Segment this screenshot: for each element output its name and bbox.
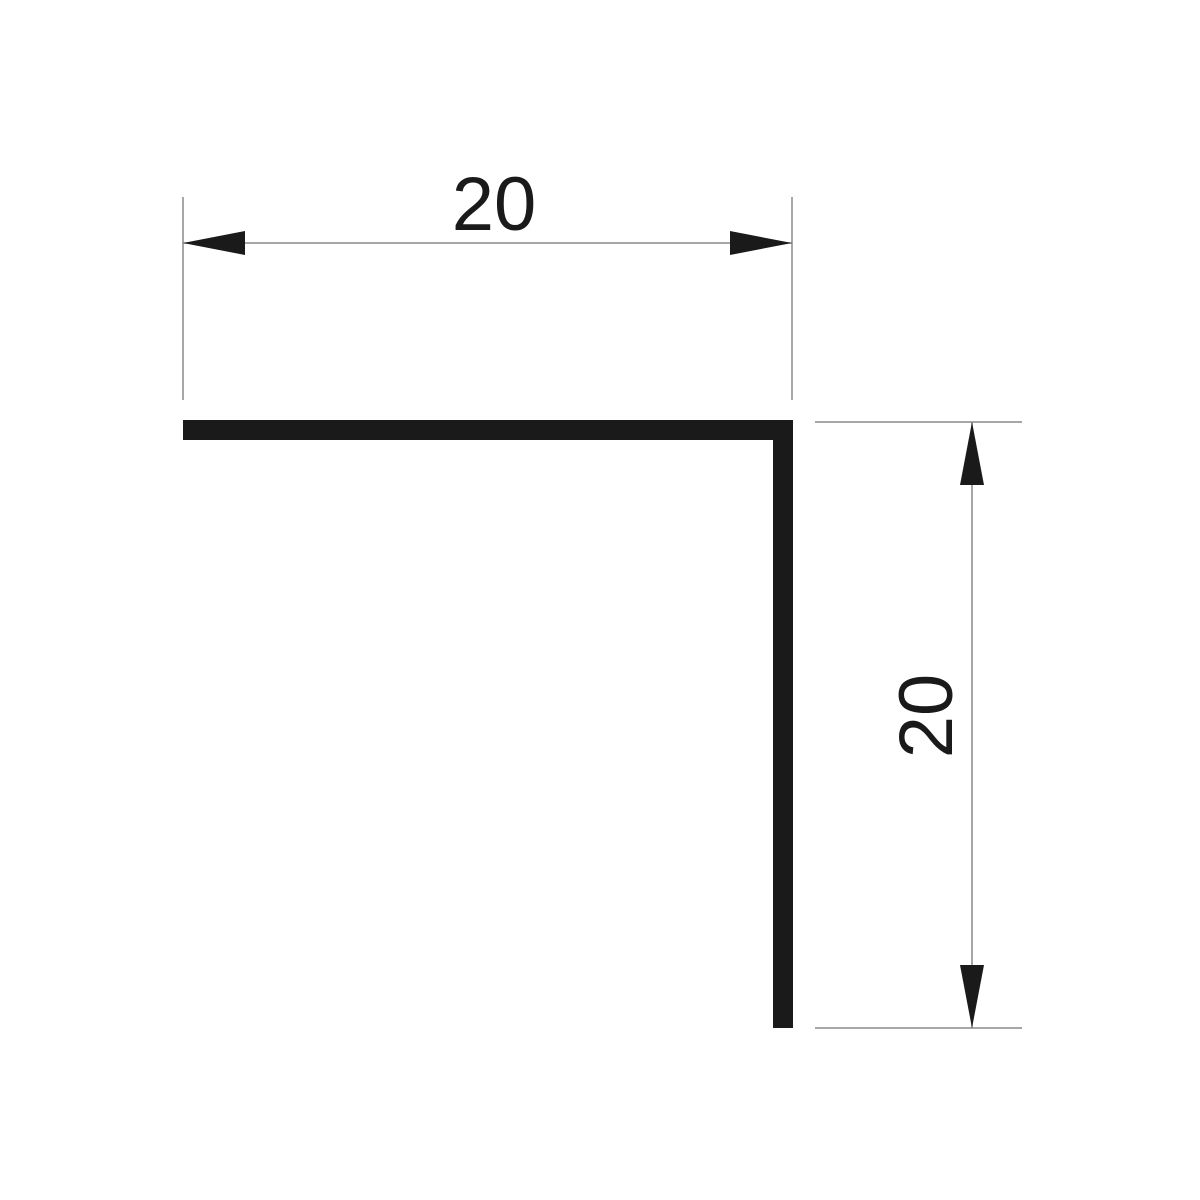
horizontal-arrow-left [183, 231, 245, 255]
horizontal-arrow-right [730, 231, 792, 255]
vertical-arrow-top [960, 422, 984, 485]
angle-profile [183, 420, 793, 1028]
vertical-dimension-label: 20 [884, 674, 969, 759]
vertical-arrow-bottom [960, 965, 984, 1028]
horizontal-dimension-label: 20 [452, 162, 537, 247]
